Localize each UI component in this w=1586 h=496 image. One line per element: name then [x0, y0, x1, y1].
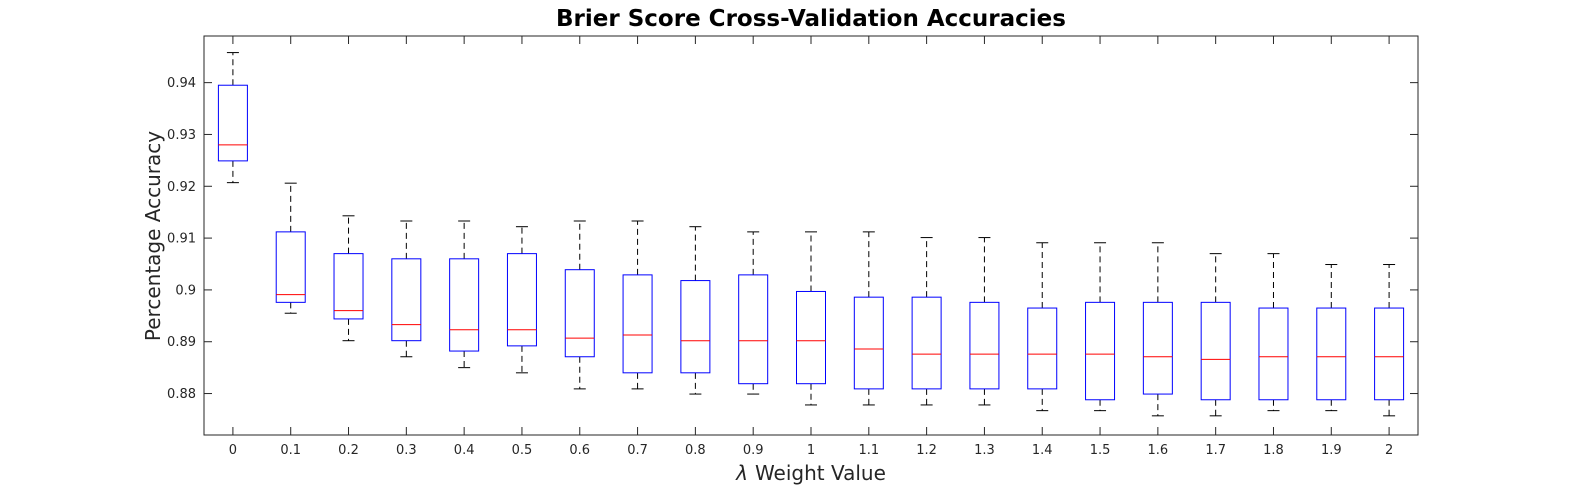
- box-0.1: [275, 182, 306, 314]
- box-iqr: [1142, 301, 1173, 395]
- box-0.4: [449, 220, 480, 369]
- box-iqr: [333, 253, 364, 320]
- box-iqr: [1200, 301, 1231, 401]
- box-iqr: [911, 296, 942, 390]
- box-series: [217, 52, 1405, 417]
- box-2: [1374, 264, 1405, 417]
- box-iqr: [391, 258, 422, 342]
- box-1.2: [911, 237, 942, 406]
- x-tick-label: 0.7: [627, 443, 648, 458]
- y-tick-label: 0.88: [167, 387, 196, 402]
- x-tick-label: 1.9: [1321, 443, 1342, 458]
- box-1.9: [1316, 264, 1347, 412]
- x-tick-label: 0.3: [396, 443, 417, 458]
- box-1: [796, 231, 826, 406]
- box-iqr: [1027, 307, 1058, 390]
- x-tick-label: 0.5: [512, 443, 533, 458]
- chart-title: Brier Score Cross-Validation Accuracies: [556, 6, 1066, 32]
- x-tick-label: 0.6: [569, 443, 590, 458]
- box-iqr: [796, 290, 826, 385]
- box-0.7: [622, 220, 653, 390]
- x-tick-label: 0.8: [685, 443, 706, 458]
- x-tick-label: 0.2: [338, 443, 359, 458]
- box-iqr: [853, 296, 884, 390]
- box-iqr: [217, 84, 248, 162]
- x-tick-label: 1.8: [1263, 443, 1284, 458]
- x-tick-label: 1.5: [1090, 443, 1111, 458]
- x-tick-label: 1.2: [916, 443, 937, 458]
- x-tick-label: 1.6: [1148, 443, 1169, 458]
- x-tick-label: 1.1: [858, 443, 879, 458]
- box-1.7: [1200, 253, 1231, 417]
- x-axis-label: λ Weight Value: [735, 461, 886, 485]
- box-iqr: [1085, 301, 1116, 401]
- box-0: [217, 52, 248, 184]
- x-tick-label: 0.4: [454, 443, 475, 458]
- x-tick-label: 0.1: [280, 443, 301, 458]
- x-tick-label: 2: [1385, 443, 1393, 458]
- box-iqr: [1258, 307, 1289, 401]
- x-tick-label: 1: [807, 443, 815, 458]
- x-tick-label: 0: [229, 443, 237, 458]
- y-axis-label: Percentage Accuracy: [141, 131, 165, 341]
- box-0.2: [333, 215, 364, 342]
- y-tick-label: 0.94: [167, 76, 196, 91]
- box-iqr: [680, 280, 711, 374]
- box-iqr: [1316, 307, 1347, 401]
- box-0.9: [738, 231, 769, 395]
- box-1.6: [1142, 242, 1173, 417]
- box-1.4: [1027, 242, 1058, 412]
- box-1.8: [1258, 253, 1289, 412]
- box-iqr: [275, 231, 306, 303]
- x-axis-label-symbol: λ: [735, 461, 748, 485]
- box-iqr: [449, 258, 480, 352]
- y-tick-label: 0.9: [175, 283, 196, 298]
- box-1.3: [969, 237, 1000, 406]
- x-tick-label: 1.7: [1205, 443, 1226, 458]
- x-axis: 0 0.1 0.2 0.3 0.4 0.5 0.6 0.7 0.8 0.9 1 1.1 1.2 1.3 1.…: [229, 36, 1393, 458]
- box-iqr: [622, 274, 653, 374]
- y-tick-label: 0.92: [167, 180, 196, 195]
- box-0.3: [391, 220, 422, 358]
- box-iqr: [969, 301, 1000, 390]
- box-1.5: [1085, 242, 1116, 412]
- box-iqr: [738, 274, 769, 385]
- box-1.1: [853, 231, 884, 406]
- box-iqr: [506, 253, 537, 347]
- y-axis: 0.88 0.89 0.9 0.91 0.92 0.93 0.94: [167, 76, 1418, 402]
- y-tick-label: 0.91: [167, 232, 196, 247]
- box-iqr: [1374, 307, 1405, 401]
- box-0.8: [680, 226, 711, 395]
- x-tick-label: 1.4: [1032, 443, 1053, 458]
- box-iqr: [564, 269, 595, 358]
- box-0.5: [506, 226, 537, 374]
- y-tick-label: 0.93: [167, 128, 196, 143]
- y-tick-label: 0.89: [167, 335, 196, 350]
- box-0.6: [564, 220, 595, 390]
- x-tick-label: 0.9: [743, 443, 764, 458]
- x-axis-label-text: Weight Value: [755, 461, 886, 485]
- x-tick-label: 1.3: [974, 443, 995, 458]
